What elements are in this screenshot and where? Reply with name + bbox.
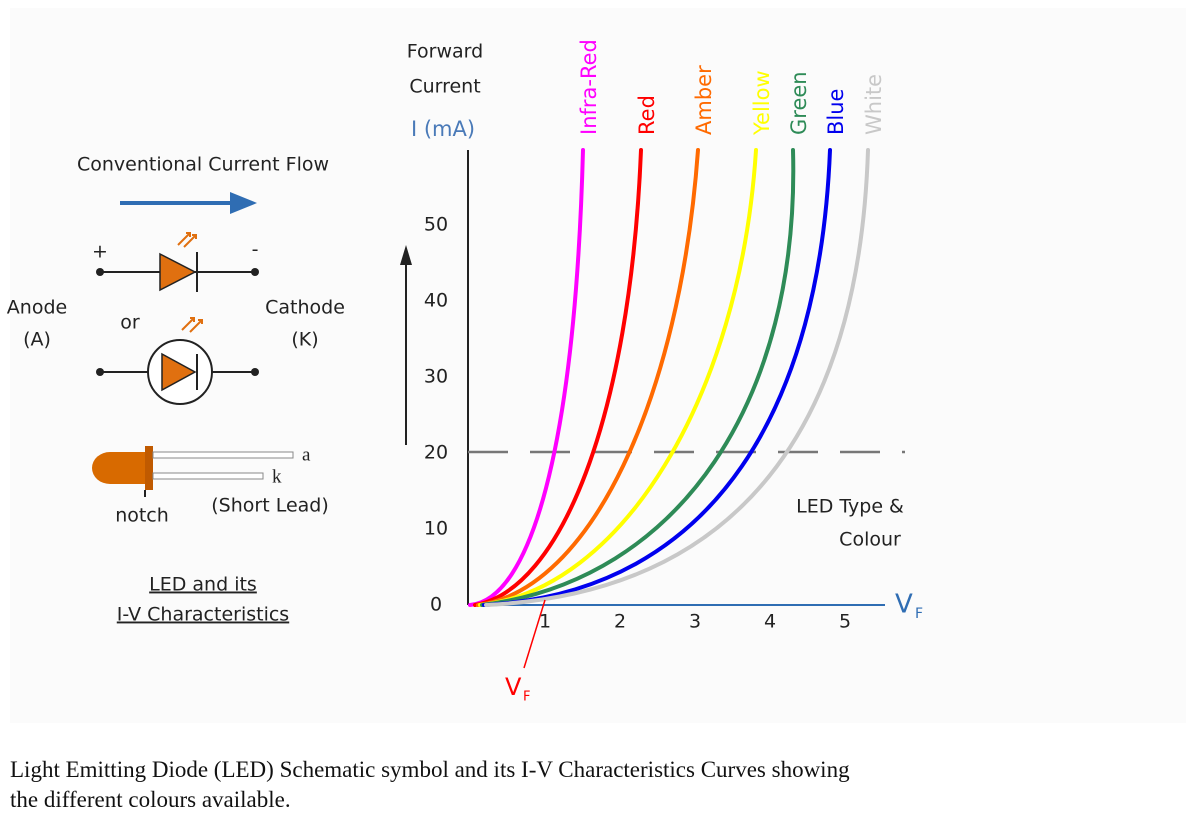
x-label-sub: F [915,606,923,622]
caption-line: Light Emitting Diode (LED) Schematic sym… [10,757,850,782]
vf-marker-sub: F [523,690,530,705]
terminal [96,368,104,376]
light-arrows [181,317,203,333]
y-tick-label: 30 [424,366,448,388]
y-label: Current [409,76,480,98]
x-label: V [895,590,913,620]
x-tick-label: 5 [839,611,851,633]
curve-amber [476,148,700,607]
y-tick-label: 20 [424,442,448,464]
curve-label: Yellow [750,70,774,136]
left-title: LED and its [149,574,257,596]
led-flange [145,446,153,490]
lead-a [152,451,294,459]
legend-title: Colour [839,529,901,551]
curve-label: Amber [692,65,716,135]
curve-red [473,148,643,607]
lead-a-label: a [302,444,311,465]
light-arrows [177,232,197,248]
y-tick-label: 10 [424,518,448,540]
curve-label: White [862,74,886,135]
y-tick-label: 50 [424,214,448,236]
caption-line: the different colours available. [10,787,291,812]
y-label: Forward [407,41,483,63]
curve-white [484,148,870,607]
figure: Conventional Current Flow + - Anode (A) … [6,39,924,705]
y-tick-label: 40 [424,290,448,312]
led-body [92,452,145,484]
plus: + [92,241,108,263]
or: or [120,312,140,334]
curve-label: Green [787,71,811,135]
curve-labels: Infra-Red Red Amber Yellow Green Blue White [577,39,886,136]
cathode-symbol: (K) [291,329,318,351]
caption: Light Emitting Diode (LED) Schematic sym… [10,755,1186,815]
curve-label: Blue [824,89,848,135]
flow-arrow-head [230,192,257,214]
lead-k-label: k [272,466,282,487]
notch-label: notch [115,505,169,527]
lead-k [152,472,264,480]
vf-pointer [523,599,546,669]
curve-green [480,148,796,607]
ticks: 0 10 20 30 40 50 1 2 3 4 5 [424,214,851,633]
x-tick-label: 2 [614,611,626,633]
anode-symbol: (A) [23,329,51,351]
vf-marker: V [505,673,522,701]
x-tick-label: 4 [764,611,776,633]
terminal [96,268,104,276]
diode-triangle [159,252,197,292]
x-tick-label: 1 [539,611,551,633]
curve-infra-red [468,148,585,607]
y-unit: I (mA) [411,117,475,141]
terminal [251,368,259,376]
left-title: I-V Characteristics [117,604,289,626]
y-tick-label: 0 [430,594,442,616]
terminal [251,268,259,276]
anode: Anode [7,297,67,319]
diode-triangle [161,352,197,392]
legend-title: LED Type & [796,496,904,518]
curve-label: Red [635,95,659,135]
current-arrow-head [400,245,412,265]
x-tick-label: 3 [689,611,701,633]
curve-label: Infra-Red [577,39,601,135]
short-lead-label: (Short Lead) [211,495,329,517]
cathode: Cathode [265,297,345,319]
curve-yellow [478,148,758,607]
curve-blue [482,148,832,607]
minus: - [252,239,259,261]
flow-label: Conventional Current Flow [77,154,329,176]
